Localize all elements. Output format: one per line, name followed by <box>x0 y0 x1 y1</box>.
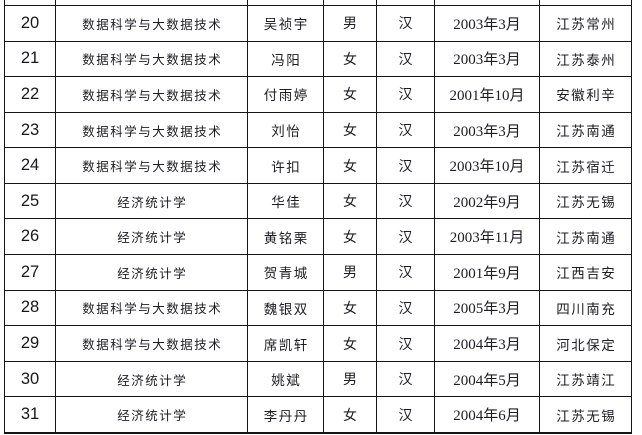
partial-row-cell <box>377 0 434 5</box>
student-roster-table: 20 数据科学与大数据技术 吴祯宇 男 汉 2003年3月 江苏常州 21 数据… <box>4 0 632 434</box>
cell-student-name: 刘怡 <box>248 112 323 148</box>
cell-row-number: 23 <box>5 112 55 148</box>
cell-row-number: 28 <box>5 290 55 326</box>
cell-origin: 河北保定 <box>540 326 631 361</box>
cell-row-number: 21 <box>5 41 55 77</box>
cell-student-name: 姚斌 <box>248 361 323 397</box>
cell-gender: 女 <box>324 41 376 77</box>
cell-birth-date: 2004年5月 <box>435 361 539 397</box>
cell-row-number: 20 <box>5 6 55 41</box>
cell-student-name: 席凯轩 <box>248 326 323 361</box>
partial-row-cell <box>435 0 539 5</box>
cell-student-name: 冯阳 <box>248 41 323 77</box>
cell-major: 经济统计学 <box>56 219 247 255</box>
cell-row-number: 25 <box>5 183 55 219</box>
cell-row-number: 27 <box>5 255 55 290</box>
cell-birth-date: 2001年10月 <box>435 77 539 112</box>
cell-origin: 四川南充 <box>540 290 631 326</box>
cell-ethnicity: 汉 <box>377 6 434 41</box>
cell-student-name: 贺青城 <box>248 255 323 290</box>
cell-origin: 江苏宿迁 <box>540 148 631 183</box>
cell-ethnicity: 汉 <box>377 397 434 432</box>
cell-origin: 江苏南通 <box>540 112 631 148</box>
cell-ethnicity: 汉 <box>377 219 434 255</box>
cell-ethnicity: 汉 <box>377 112 434 148</box>
cell-ethnicity: 汉 <box>377 326 434 361</box>
cell-row-number: 30 <box>5 361 55 397</box>
cell-birth-date: 2004年3月 <box>435 326 539 361</box>
cell-student-name: 吴祯宇 <box>248 6 323 41</box>
cell-major: 经济统计学 <box>56 255 247 290</box>
cell-major: 经济统计学 <box>56 183 247 219</box>
cell-gender: 女 <box>324 290 376 326</box>
cell-major: 数据科学与大数据技术 <box>56 148 247 183</box>
cell-gender: 女 <box>324 183 376 219</box>
cell-major: 数据科学与大数据技术 <box>56 112 247 148</box>
cell-ethnicity: 汉 <box>377 361 434 397</box>
cell-origin: 江苏无锡 <box>540 183 631 219</box>
cell-student-name: 魏银双 <box>248 290 323 326</box>
cell-origin: 江苏常州 <box>540 6 631 41</box>
cell-origin: 江苏南通 <box>540 219 631 255</box>
cell-row-number: 24 <box>5 148 55 183</box>
partial-row-cell <box>540 0 631 5</box>
partial-row-cell <box>324 0 376 5</box>
cell-major: 数据科学与大数据技术 <box>56 326 247 361</box>
cell-major: 数据科学与大数据技术 <box>56 41 247 77</box>
cell-gender: 女 <box>324 219 376 255</box>
cell-ethnicity: 汉 <box>377 255 434 290</box>
cell-birth-date: 2004年6月 <box>435 397 539 432</box>
cell-gender: 女 <box>324 148 376 183</box>
cell-ethnicity: 汉 <box>377 183 434 219</box>
cell-birth-date: 2003年10月 <box>435 148 539 183</box>
cell-major: 数据科学与大数据技术 <box>56 6 247 41</box>
cell-student-name: 付雨婷 <box>248 77 323 112</box>
cell-ethnicity: 汉 <box>377 290 434 326</box>
cell-gender: 男 <box>324 6 376 41</box>
cell-birth-date: 2003年3月 <box>435 41 539 77</box>
cell-origin: 江苏泰州 <box>540 41 631 77</box>
cell-row-number: 22 <box>5 77 55 112</box>
cell-student-name: 李丹丹 <box>248 397 323 432</box>
cell-ethnicity: 汉 <box>377 41 434 77</box>
partial-row-cell <box>56 0 247 5</box>
cell-major: 经济统计学 <box>56 397 247 432</box>
cell-ethnicity: 汉 <box>377 148 434 183</box>
cell-birth-date: 2002年9月 <box>435 183 539 219</box>
partial-row-cell <box>248 0 323 5</box>
partial-row-cell <box>5 0 55 5</box>
cell-birth-date: 2003年3月 <box>435 112 539 148</box>
cell-major: 经济统计学 <box>56 361 247 397</box>
cell-origin: 江西吉安 <box>540 255 631 290</box>
cell-ethnicity: 汉 <box>377 77 434 112</box>
cell-gender: 男 <box>324 361 376 397</box>
cell-student-name: 黄铭栗 <box>248 219 323 255</box>
cell-gender: 男 <box>324 255 376 290</box>
cell-student-name: 许扣 <box>248 148 323 183</box>
cell-origin: 江苏靖江 <box>540 361 631 397</box>
cell-birth-date: 2001年9月 <box>435 255 539 290</box>
cell-birth-date: 2003年3月 <box>435 6 539 41</box>
cell-major: 数据科学与大数据技术 <box>56 290 247 326</box>
cell-birth-date: 2005年3月 <box>435 290 539 326</box>
cell-row-number: 29 <box>5 326 55 361</box>
cell-gender: 女 <box>324 112 376 148</box>
cell-gender: 女 <box>324 326 376 361</box>
cell-gender: 女 <box>324 77 376 112</box>
cell-birth-date: 2003年11月 <box>435 219 539 255</box>
cell-origin: 安徽利辛 <box>540 77 631 112</box>
cell-gender: 女 <box>324 397 376 432</box>
cell-origin: 江苏无锡 <box>540 397 631 432</box>
cell-major: 数据科学与大数据技术 <box>56 77 247 112</box>
cell-row-number: 31 <box>5 397 55 432</box>
cell-row-number: 26 <box>5 219 55 255</box>
cell-student-name: 华佳 <box>248 183 323 219</box>
